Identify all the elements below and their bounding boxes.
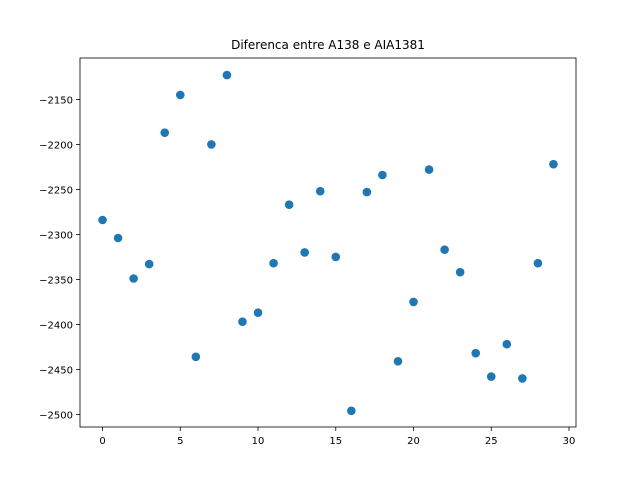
data-point — [378, 170, 387, 180]
data-point — [300, 248, 309, 257]
x-tick-label: 0 — [99, 436, 105, 447]
plot-area-frame — [79, 57, 577, 428]
y-tick-label: −2250 — [39, 185, 73, 196]
x-tick-label: 30 — [563, 436, 576, 447]
data-point — [409, 297, 418, 307]
data-point — [486, 372, 496, 381]
y-axis: −2500 −2450 −2400 −2350 −2300 −2250 −2200 −2150 — [39, 95, 80, 421]
data-point — [502, 339, 512, 349]
y-tick-label: −2300 — [39, 230, 73, 241]
data-point — [424, 165, 434, 174]
data-point — [160, 128, 170, 137]
data-point — [238, 317, 247, 327]
x-tick-label: 20 — [407, 436, 420, 447]
data-point — [98, 215, 107, 225]
data-point — [144, 259, 154, 269]
data-point — [518, 374, 527, 383]
y-tick-label: −2350 — [39, 275, 73, 286]
data-point — [393, 357, 403, 366]
data-point — [315, 186, 325, 196]
data-point — [549, 159, 558, 169]
data-point — [207, 140, 216, 149]
data-point — [129, 274, 138, 283]
data-point — [269, 258, 278, 268]
x-axis: 0 5 10 15 20 25 30 — [99, 427, 575, 447]
y-tick-label: −2450 — [39, 365, 73, 376]
data-point — [284, 200, 294, 209]
y-tick-label: −2500 — [39, 410, 73, 421]
y-tick-label: −2400 — [39, 320, 73, 331]
data-points — [98, 70, 558, 416]
data-point — [347, 406, 356, 416]
chart-title: Diferenca entre A138 e AIA1381 — [231, 38, 425, 52]
x-tick-label: 25 — [485, 436, 498, 447]
data-point — [471, 348, 481, 358]
data-point — [253, 308, 263, 318]
data-point — [175, 90, 185, 100]
data-point — [362, 187, 372, 197]
x-tick-label: 15 — [329, 436, 342, 447]
y-tick-label: −2200 — [39, 140, 73, 151]
data-point — [455, 267, 465, 277]
data-point — [533, 258, 543, 268]
y-tick-label: −2150 — [39, 95, 73, 106]
data-point — [222, 70, 232, 80]
data-point — [113, 233, 123, 243]
x-tick-label: 10 — [252, 436, 265, 447]
data-point — [331, 252, 341, 262]
data-point — [440, 245, 449, 254]
data-point — [191, 352, 201, 362]
x-tick-label: 5 — [177, 436, 183, 447]
